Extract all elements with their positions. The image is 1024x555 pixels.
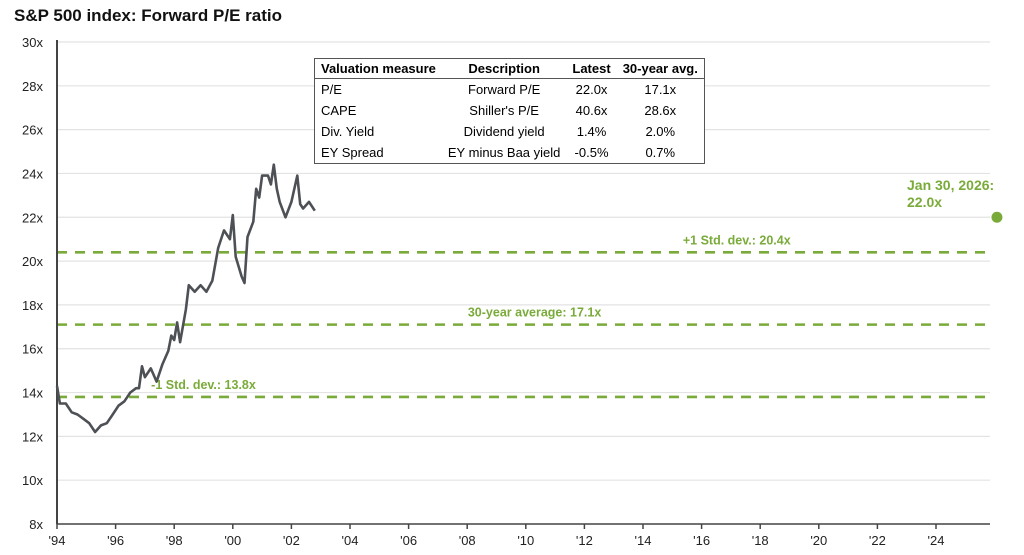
y-tick-label: 8x: [29, 517, 43, 532]
reference-label: -1 Std. dev.: 13.8x: [151, 378, 256, 392]
x-tick-label: '10: [517, 533, 534, 548]
cell-latest: 40.6x: [575, 103, 608, 118]
x-tick-label: '08: [459, 533, 476, 548]
x-tick-label: '18: [752, 533, 769, 548]
x-tick-label: '96: [107, 533, 124, 548]
axes: 8x 10x 12x 14x 16x 18x 20x 22x 24x 26x 28x 30x '94 '9…: [22, 35, 990, 548]
x-tick-label: '98: [166, 533, 183, 548]
cell-measure: EY Spread: [321, 145, 384, 160]
header-latest: Latest: [566, 58, 617, 79]
cell-latest: -0.5%: [574, 145, 609, 160]
cell-latest: 22.0x: [575, 82, 608, 97]
latest-point-marker: [991, 211, 1003, 223]
header-description: Description: [441, 58, 567, 79]
x-tick-label: '16: [693, 533, 710, 548]
y-tick-label: 22x: [22, 210, 43, 225]
x-tick-label: '04: [342, 533, 359, 548]
x-tick-label: '00: [224, 533, 241, 548]
y-tick-label: 26x: [22, 123, 43, 138]
y-tick-label: 20x: [22, 254, 43, 269]
x-tick-label: '24: [928, 533, 945, 548]
reference-lines: +1 Std. dev.: 20.4x 30-year average: 17.1…: [57, 233, 990, 399]
cell-measure: Div. Yield: [321, 124, 375, 139]
cell-avg: 17.1x: [644, 82, 677, 97]
valuation-table-header: Valuation measure Description Latest 30-…: [314, 58, 705, 79]
y-tick-label: 24x: [22, 166, 43, 181]
x-tick-label: '20: [810, 533, 827, 548]
y-tick-label: 18x: [22, 298, 43, 313]
cell-measure: CAPE: [321, 103, 357, 118]
cell-measure: P/E: [321, 82, 342, 97]
cell-description: Shiller's P/E: [469, 103, 539, 118]
cell-description: Forward P/E: [468, 82, 541, 97]
table-row: Div. Yield Dividend yield 1.4% 2.0%: [315, 121, 705, 142]
header-valuation-measure: Valuation measure: [314, 58, 442, 79]
y-tick-label: 30x: [22, 35, 43, 50]
annotation-layer: Jan 30, 2026:22.0x: [907, 177, 1003, 223]
x-tick-label: '02: [283, 533, 300, 548]
cell-avg: 0.7%: [645, 145, 676, 160]
table-row: CAPE Shiller's P/E 40.6x 28.6x: [315, 100, 705, 121]
y-tick-label: 16x: [22, 342, 43, 357]
header-30yr-avg: 30-year avg.: [616, 58, 705, 79]
cell-avg: 2.0%: [645, 124, 676, 139]
series-layer: [55, 163, 316, 434]
reference-label: 30-year average: 17.1x: [468, 306, 601, 320]
cell-description: EY minus Baa yield: [447, 145, 561, 160]
latest-annotation-label: Jan 30, 2026:: [907, 177, 994, 193]
y-tick-label: 14x: [22, 386, 43, 401]
reference-label: +1 Std. dev.: 20.4x: [683, 233, 791, 247]
table-row: EY Spread EY minus Baa yield -0.5% 0.7%: [315, 142, 705, 164]
cell-description: Dividend yield: [463, 124, 545, 139]
y-tick-label: 28x: [22, 79, 43, 94]
table-row: P/E Forward P/E 22.0x 17.1x: [315, 79, 705, 101]
y-tick-label: 10x: [22, 473, 43, 488]
cell-avg: 28.6x: [644, 103, 677, 118]
series-line: [55, 163, 316, 434]
x-tick-label: '12: [576, 533, 593, 548]
x-tick-label: '14: [635, 533, 652, 548]
x-tick-label: '06: [400, 533, 417, 548]
valuation-table: Valuation measure Description Latest 30-…: [314, 58, 705, 164]
cell-latest: 1.4%: [576, 124, 607, 139]
x-tick-label: '94: [49, 533, 66, 548]
y-tick-label: 12x: [22, 429, 43, 444]
chart-title: S&P 500 index: Forward P/E ratio: [14, 6, 282, 25]
latest-annotation-label: 22.0x: [907, 194, 942, 210]
x-tick-label: '22: [869, 533, 886, 548]
